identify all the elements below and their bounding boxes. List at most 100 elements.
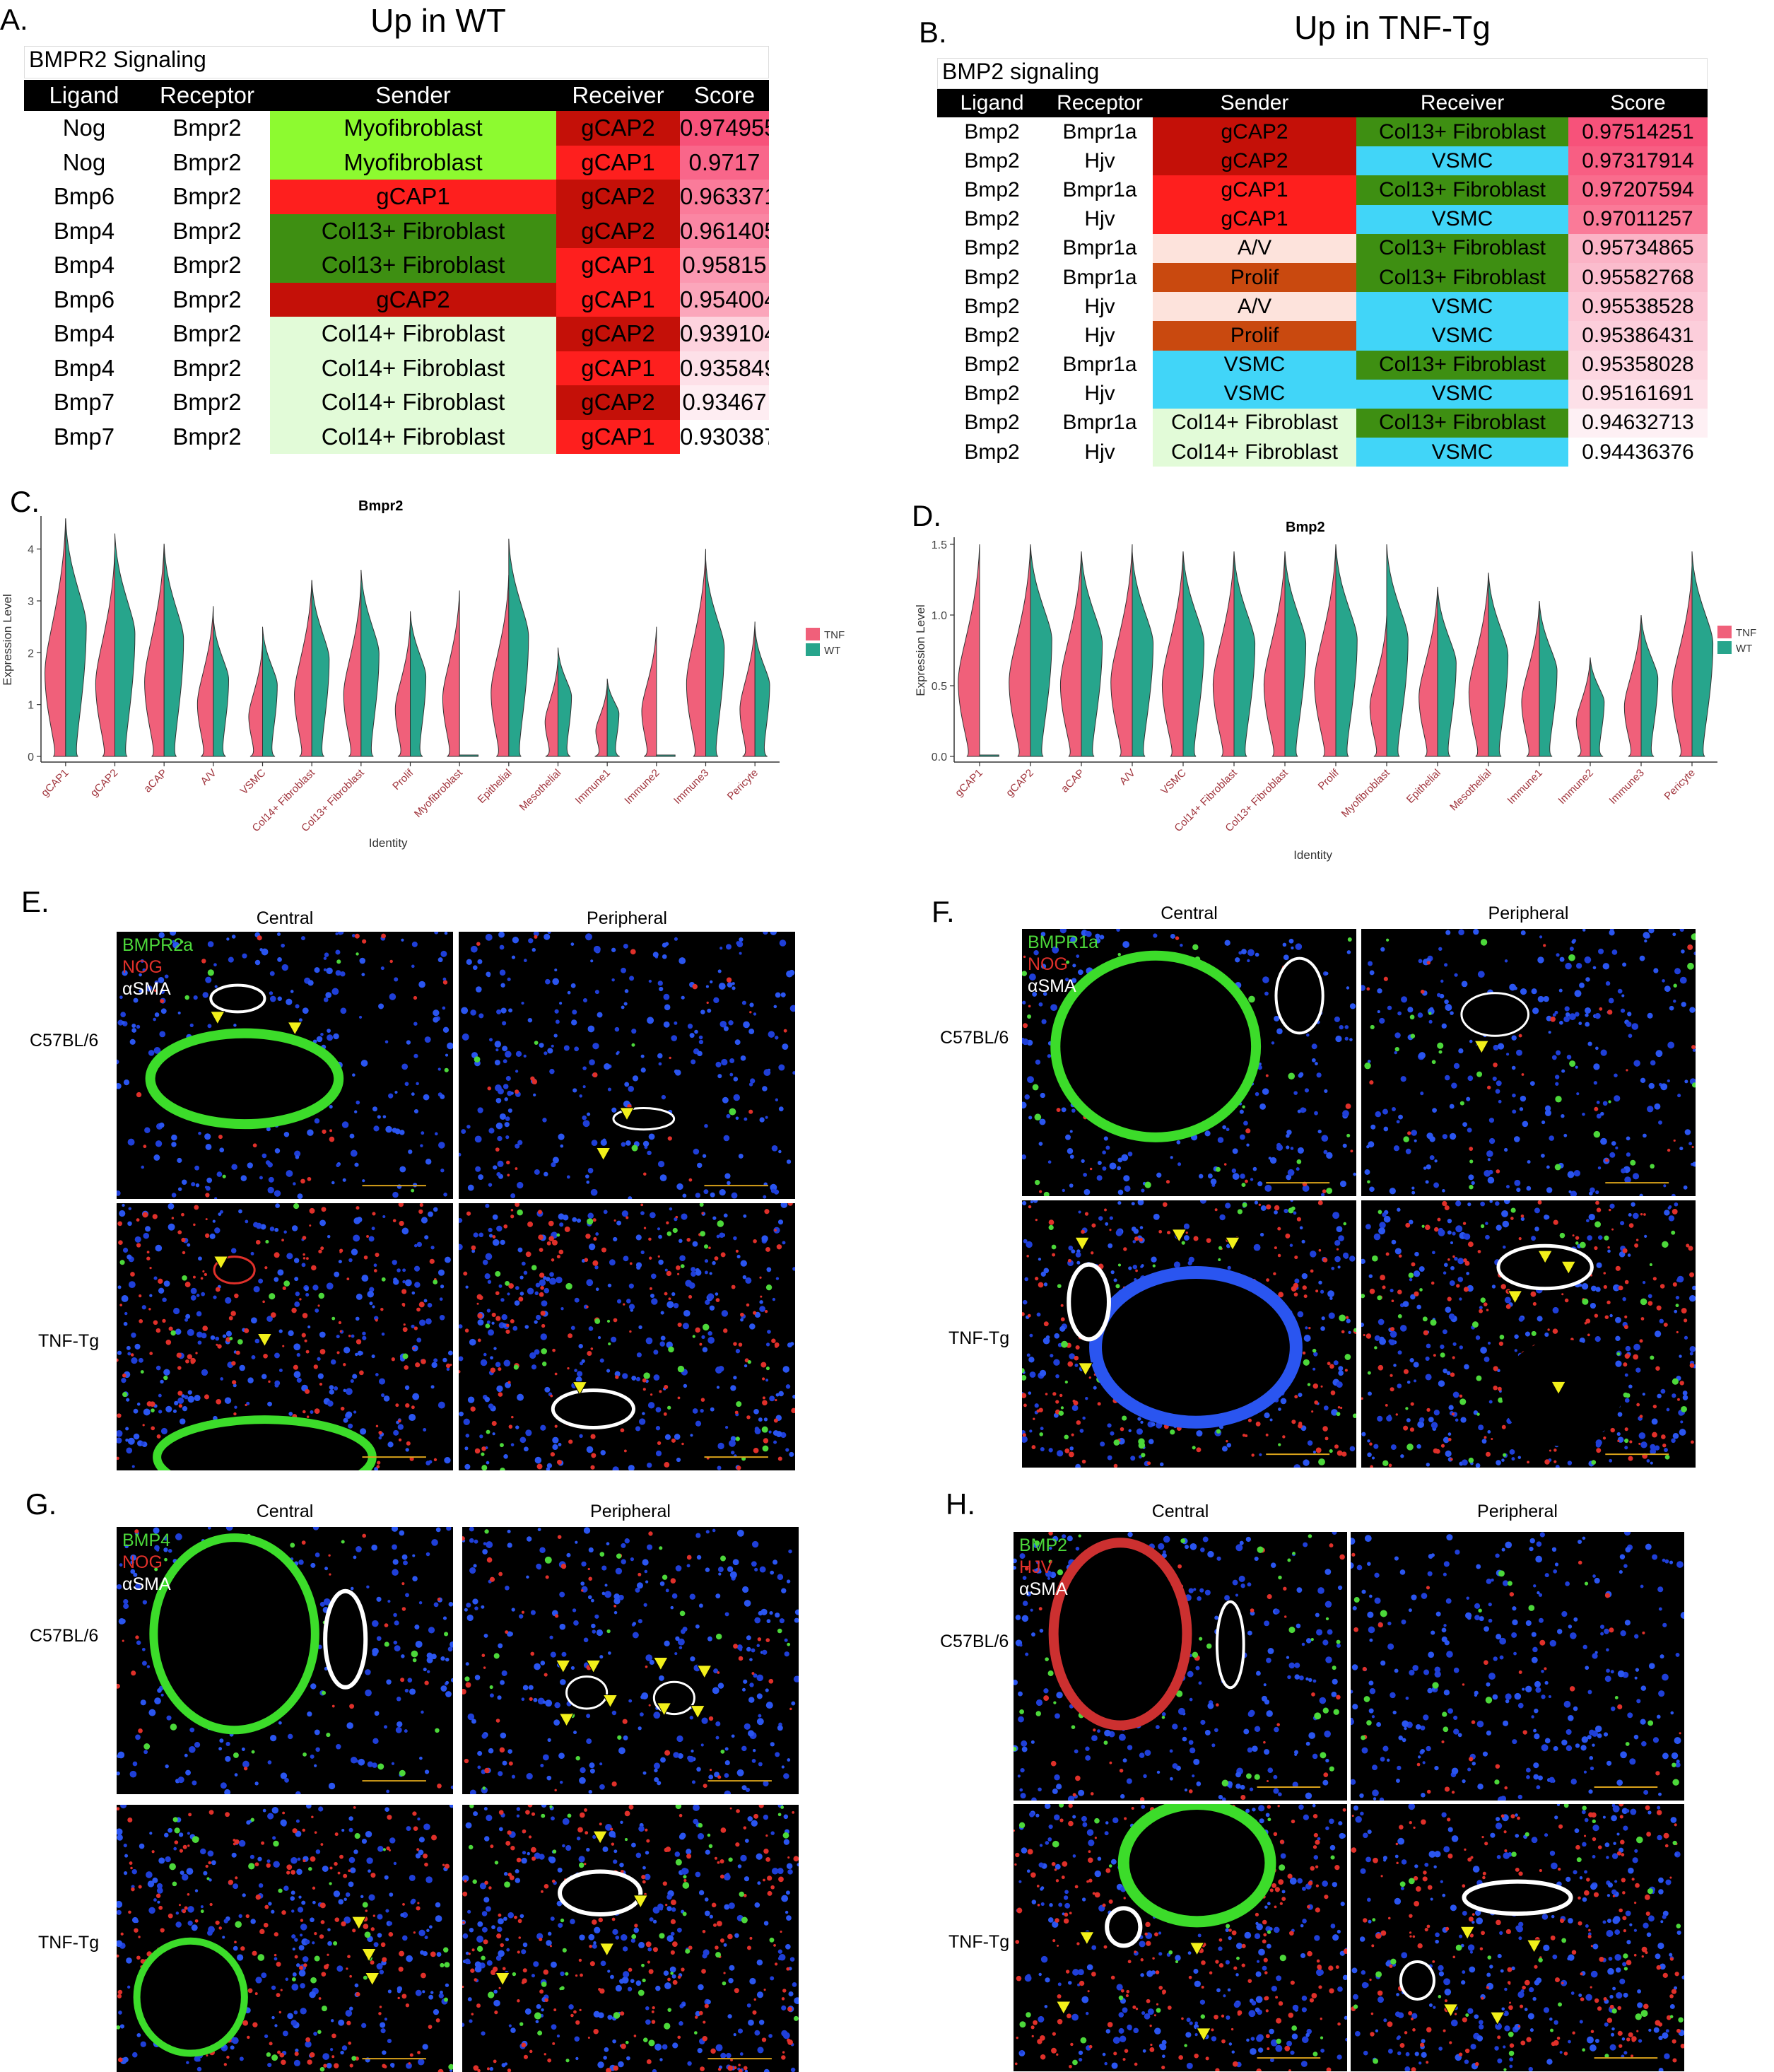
violin-wt-4 (1183, 551, 1204, 756)
x-tick-label: Pericyte (1662, 767, 1697, 802)
micro-c57-peripheral (1361, 929, 1696, 1196)
chart-title: Bmpr2 (358, 498, 403, 514)
micro-c57-peripheral (459, 932, 795, 1199)
micro-tnf-peripheral (1351, 1804, 1684, 2071)
x-tick-label: gCAP1 (39, 767, 71, 800)
score-cell: 0.97207594 (1568, 175, 1708, 204)
violin-tnf-4 (249, 643, 263, 756)
receptor-cell: Bmpr1a (1047, 409, 1153, 438)
y-tick-label: 1 (28, 700, 34, 712)
score-cell: 0.95358028 (1568, 351, 1708, 380)
y-tick-label: 1.0 (932, 610, 947, 622)
stain-label-white: αSMA (122, 1574, 171, 1596)
violin-tnf-10 (545, 658, 558, 756)
receptor-cell: Bmpr1a (1047, 351, 1153, 380)
tissue-image (1014, 1532, 1347, 1801)
violin-wt-6 (361, 570, 379, 756)
violin-tnf-0 (45, 518, 66, 756)
receptor-cell: Bmpr2 (144, 214, 270, 249)
ligand-cell: Bmp2 (937, 117, 1047, 146)
ligand-cell: Bmp2 (937, 205, 1047, 234)
score-cell: 0.93467 (680, 385, 769, 420)
micro-tnf-central (117, 1805, 453, 2072)
receptor-cell: Hjv (1047, 146, 1153, 175)
violin-tnf-5 (295, 580, 312, 756)
chart-title: Bmp2 (1286, 520, 1325, 535)
violin-wt-9 (509, 539, 529, 756)
column-header: Score (1568, 89, 1708, 117)
x-tick-label: aCAP (141, 767, 170, 795)
score-cell: 0.97514251 (1568, 117, 1708, 146)
column-header: Ligand (937, 89, 1047, 117)
violin-tnf-10 (1469, 573, 1488, 756)
receiver-cell: Col13+ Fibroblast (1356, 175, 1568, 204)
arrowhead-marker (288, 1022, 302, 1035)
sender-cell: Col13+ Fibroblast (270, 214, 556, 249)
receptor-cell: Bmpr1a (1047, 117, 1153, 146)
x-tick-label: Prolif (1316, 766, 1342, 792)
legend-label: WT (1736, 643, 1752, 655)
receiver-cell: gCAP2 (556, 385, 680, 420)
micro-c57-central (117, 932, 453, 1199)
arrowhead-marker (1080, 1932, 1094, 1945)
receiver-cell: Col13+ Fibroblast (1356, 409, 1568, 438)
violin-wt-5 (1234, 551, 1255, 756)
x-tick-label: Prolif (390, 766, 416, 792)
tissue-image (117, 932, 453, 1199)
arrowhead-marker (603, 1695, 617, 1707)
violin-wt-13 (706, 559, 724, 756)
violin-tnf-5 (1213, 551, 1234, 756)
receptor-cell: Hjv (1047, 292, 1153, 321)
panel-g-label: G. (25, 1487, 57, 1521)
column-label-peripheral: Peripheral (462, 1502, 799, 1522)
tissue-image (1022, 1200, 1356, 1468)
micro-c57-central (117, 1527, 453, 1794)
receptor-cell: Bmpr2 (144, 146, 270, 180)
row-label-tnf-tg: TNF-Tg (948, 1328, 1009, 1349)
stain-label-green: BMP4 (122, 1530, 170, 1552)
receiver-cell: VSMC (1356, 438, 1568, 467)
violin-wt-1 (1030, 544, 1052, 756)
sender-cell: gCAP2 (1153, 117, 1356, 146)
micro-tnf-central (117, 1203, 453, 1470)
receiver-cell: gCAP1 (556, 146, 680, 180)
receiver-cell: gCAP1 (556, 420, 680, 455)
sender-cell: gCAP2 (270, 283, 556, 317)
violin-wt-0 (980, 755, 999, 756)
tissue-image (1014, 1804, 1347, 2071)
violin-tnf-7 (1315, 544, 1336, 756)
violin-wt-7 (1336, 544, 1357, 756)
ligand-cell: Bmp2 (937, 292, 1047, 321)
score-cell: 0.95582768 (1568, 263, 1708, 292)
receptor-cell: Bmpr2 (144, 180, 270, 214)
x-axis-label: Identity (369, 836, 408, 850)
column-header: Sender (270, 80, 556, 111)
ligand-cell: Bmp2 (937, 409, 1047, 438)
arrowhead-marker (1057, 2001, 1071, 2014)
legend-label: WT (824, 645, 840, 657)
y-tick-label: 0.0 (932, 751, 947, 763)
panel-b-label: B. (919, 16, 947, 49)
receptor-cell: Hjv (1047, 380, 1153, 409)
violin-tnf-3 (197, 606, 213, 756)
violin-tnf-11 (1522, 601, 1539, 756)
receptor-cell: Bmpr1a (1047, 175, 1153, 204)
receiver-cell: VSMC (1356, 205, 1568, 234)
receptor-cell: Bmpr1a (1047, 263, 1153, 292)
score-cell: 0.94632713 (1568, 409, 1708, 438)
ligand-cell: Bmp2 (937, 263, 1047, 292)
violin-wt-6 (1285, 551, 1306, 756)
violin-tnf-13 (686, 549, 705, 756)
ligand-cell: Bmp2 (937, 321, 1047, 350)
violin-tnf-8 (1370, 615, 1387, 756)
violin-wt-12 (657, 755, 675, 756)
arrowhead-marker (211, 1012, 225, 1024)
